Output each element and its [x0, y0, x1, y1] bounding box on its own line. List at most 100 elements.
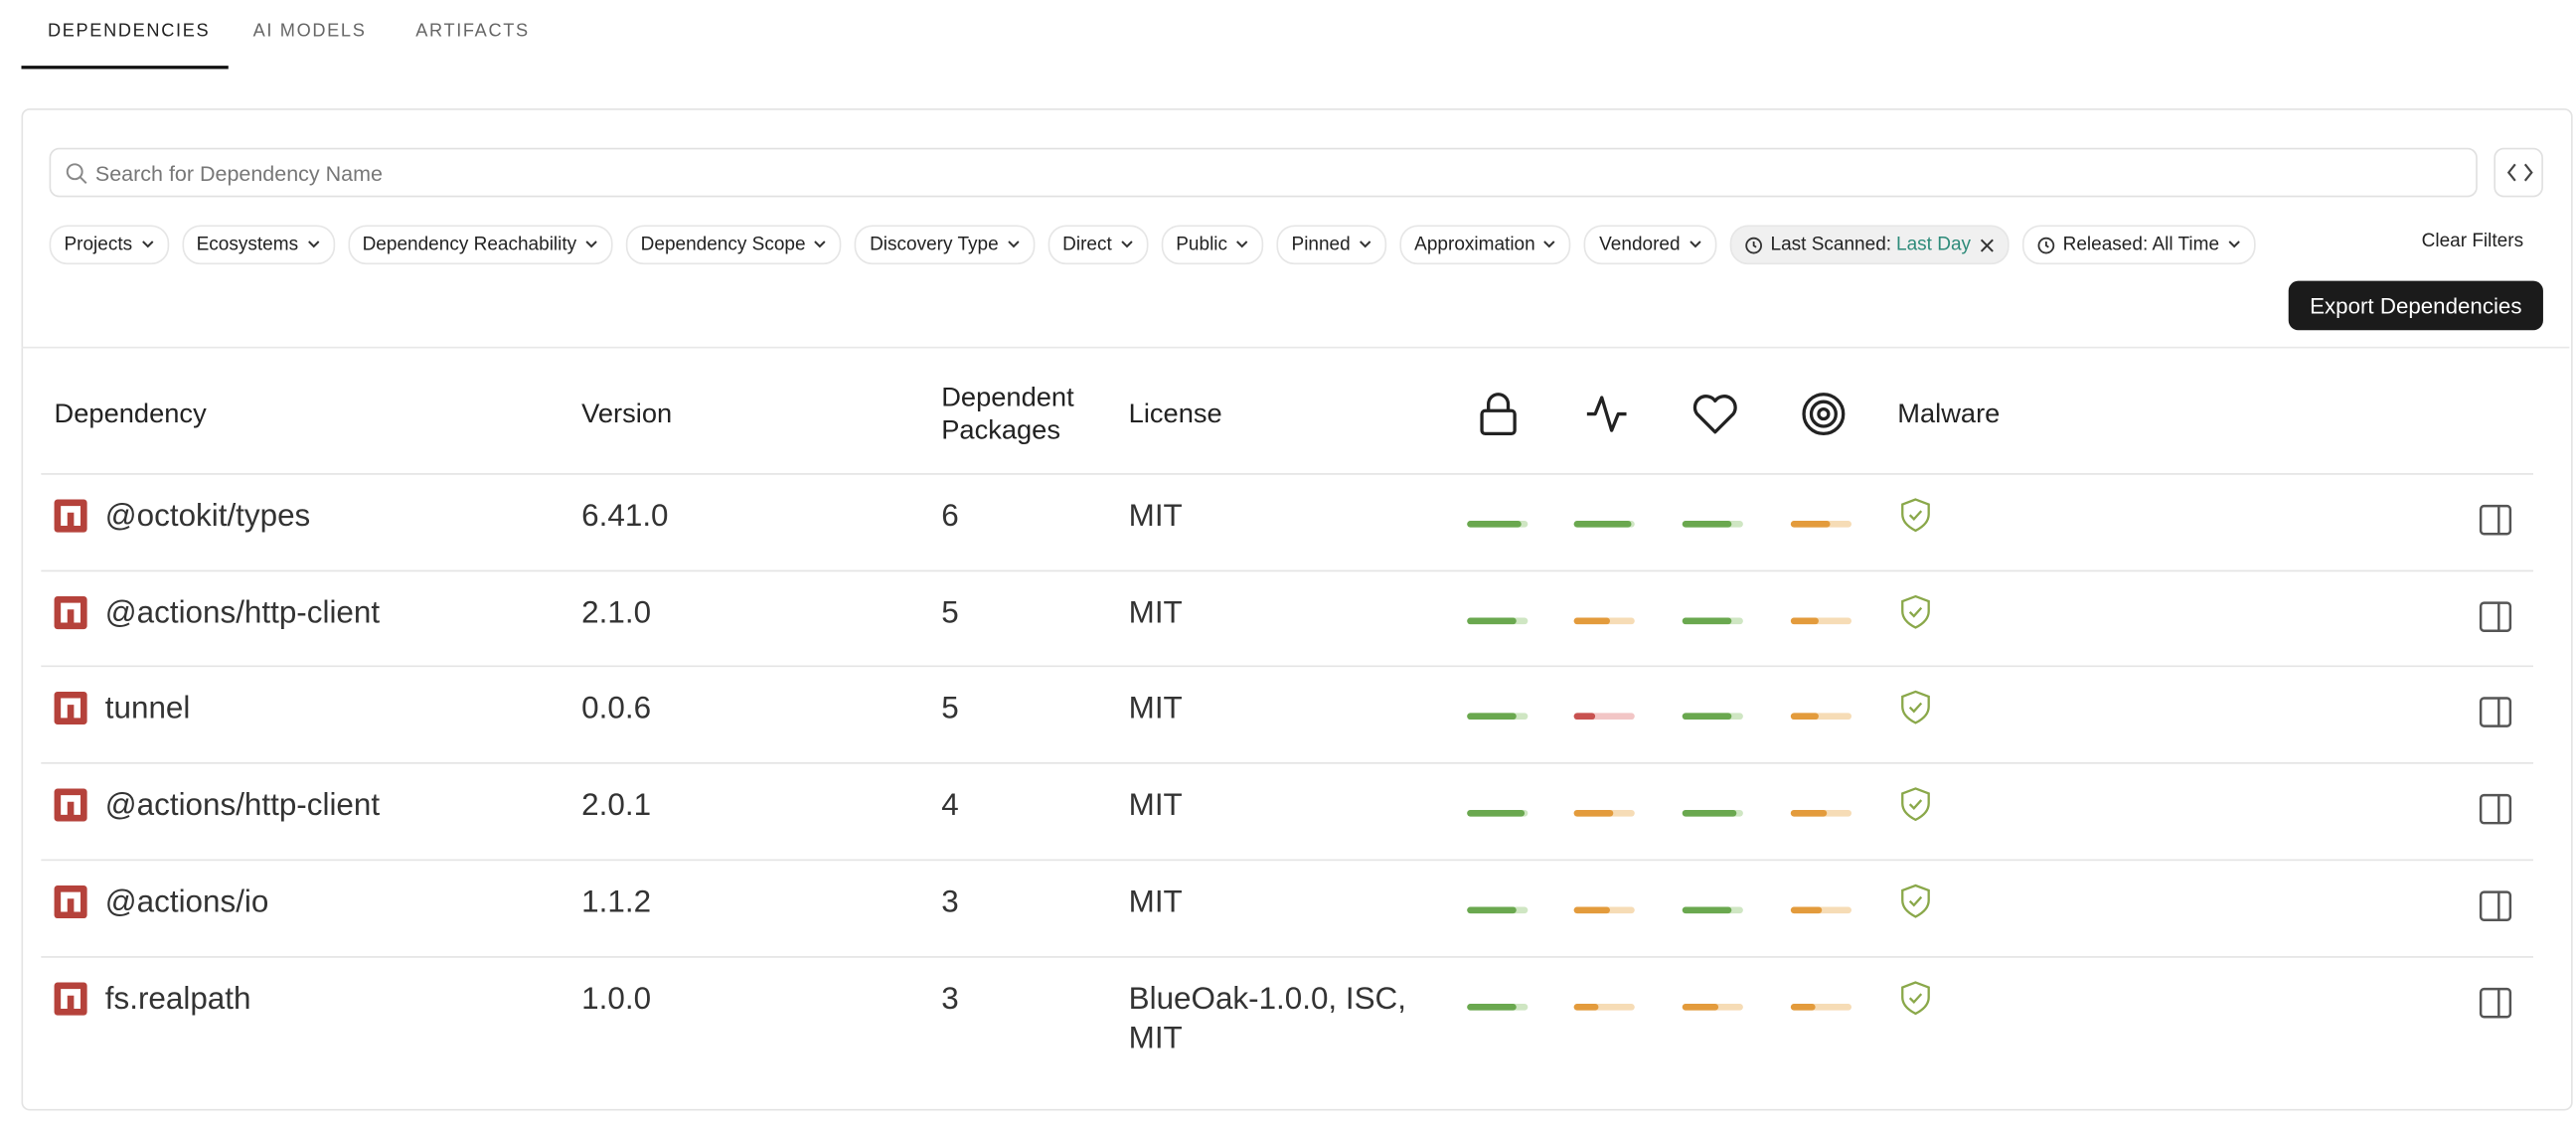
malware-shield — [1901, 498, 1931, 541]
filter-label: Approximation — [1414, 235, 1535, 255]
card — [21, 108, 2573, 1111]
side-panel-button[interactable] — [2479, 890, 2512, 930]
header: Dependent Packages — [941, 383, 1074, 445]
tab[interactable]: AI MODELS — [252, 21, 367, 42]
cell-name[interactable]: fs.realpath — [104, 981, 251, 1017]
cell-license: MIT — [1128, 692, 1183, 727]
malware-shield — [1901, 691, 1931, 733]
filter-pill[interactable]: Pinned — [1276, 225, 1387, 265]
filter-pill[interactable]: Approximation — [1399, 225, 1572, 265]
chevron — [141, 241, 153, 248]
score-bar — [1467, 1003, 1517, 1010]
score-track — [1682, 1003, 1743, 1010]
package-icon — [54, 981, 87, 1015]
filter-bar: Projects Ecosystems Dependency Reachabilit… — [49, 225, 2256, 265]
cell-name[interactable]: @actions/io — [104, 884, 269, 920]
npm-glyph — [61, 602, 80, 622]
score-bar — [1467, 521, 1523, 528]
chevron — [1543, 241, 1556, 248]
score-bar — [1790, 521, 1831, 528]
side-panel-button[interactable] — [2479, 793, 2512, 834]
score-track — [1467, 617, 1529, 624]
shield-icon — [1901, 594, 1930, 629]
score-track — [1682, 810, 1743, 817]
search-icon — [66, 163, 87, 185]
malware-shield — [1901, 884, 1931, 926]
score-bar — [1682, 714, 1731, 721]
score-bar — [1682, 1003, 1719, 1010]
cell-name[interactable]: tunnel — [104, 692, 191, 727]
cell-version: 6.41.0 — [581, 499, 669, 535]
score-track — [1790, 906, 1852, 913]
security-icon — [1480, 393, 1517, 436]
cell-dependents: 3 — [941, 981, 959, 1017]
tab-underline — [21, 66, 229, 70]
panel-icon — [2479, 504, 2512, 536]
score-track — [1790, 617, 1852, 624]
score-track — [1467, 714, 1529, 721]
row-divider — [41, 955, 2534, 957]
filter-label: Discovery Type — [870, 235, 999, 255]
export-button[interactable]: Export Dependencies — [2288, 280, 2543, 331]
filter-pill[interactable]: Dependency Reachability — [347, 225, 613, 265]
shield-icon — [1901, 787, 1930, 822]
remove-icon[interactable] — [1979, 238, 1994, 252]
row-divider — [41, 666, 2534, 668]
panel-icon — [2479, 987, 2512, 1018]
cell-name[interactable]: @octokit/types — [104, 499, 311, 535]
filter-pill[interactable]: Discovery Type — [855, 225, 1036, 265]
filter-label: Released: All Time — [2062, 235, 2220, 255]
clear-filters[interactable]: Clear Filters — [2421, 232, 2524, 251]
score-bar — [1790, 810, 1828, 817]
score-bar — [1682, 810, 1737, 817]
filter-pill[interactable]: Public — [1161, 225, 1264, 265]
score-track — [1467, 521, 1529, 528]
cell-name[interactable]: @actions/http-client — [104, 595, 381, 631]
filter-label: Projects — [64, 235, 133, 255]
row-divider — [41, 569, 2534, 571]
score-bar — [1682, 617, 1731, 624]
chevron — [1689, 241, 1701, 248]
panel-icon — [2479, 890, 2512, 921]
target-icon — [1802, 393, 1846, 436]
filter-pill[interactable]: Ecosystems — [181, 225, 335, 265]
filter-pill[interactable]: Dependency Scope — [625, 225, 842, 265]
tab[interactable]: ARTIFACTS — [415, 21, 530, 42]
filter-pill[interactable]: Projects — [49, 225, 169, 265]
side-panel-button[interactable] — [2479, 504, 2512, 544]
cell-license: MIT — [1128, 499, 1183, 535]
chevron — [1007, 241, 1020, 248]
search-box[interactable]: Search for Dependency Name — [49, 147, 2478, 198]
side-panel-button[interactable] — [2479, 600, 2512, 641]
chevron — [1359, 241, 1371, 248]
filter-pill[interactable]: Vendored — [1584, 225, 1716, 265]
score-bar — [1467, 714, 1517, 721]
header: Version — [581, 399, 673, 429]
npm-glyph — [61, 891, 80, 912]
cell-version: 2.1.0 — [581, 595, 652, 631]
malware-shield — [1901, 980, 1931, 1023]
tab[interactable]: DEPENDENCIES — [47, 21, 211, 42]
clock-icon — [1744, 236, 1762, 253]
active-filter[interactable]: Released: All Time — [2021, 225, 2256, 265]
side-panel-button[interactable] — [2479, 987, 2512, 1027]
code-button[interactable] — [2494, 147, 2543, 198]
cell-dependents: 5 — [941, 595, 959, 631]
cell-version: 2.0.1 — [581, 788, 652, 824]
filter-pill[interactable]: Direct — [1047, 225, 1149, 265]
score-bar — [1790, 906, 1822, 913]
shield-icon — [1901, 980, 1930, 1015]
package-icon — [54, 499, 87, 533]
cell-name[interactable]: @actions/http-client — [104, 788, 381, 824]
side-panel-button[interactable] — [2479, 697, 2512, 737]
score-track — [1467, 810, 1529, 817]
filter-label: Dependency Reachability — [362, 235, 577, 255]
active-filter[interactable]: Last Scanned: Last Day — [1729, 225, 2010, 265]
score-bar — [1790, 1003, 1816, 1010]
score-track — [1467, 906, 1529, 913]
score-bar — [1573, 1003, 1599, 1010]
row-divider — [41, 473, 2534, 475]
score-track — [1790, 521, 1852, 528]
npm-glyph — [61, 699, 80, 720]
